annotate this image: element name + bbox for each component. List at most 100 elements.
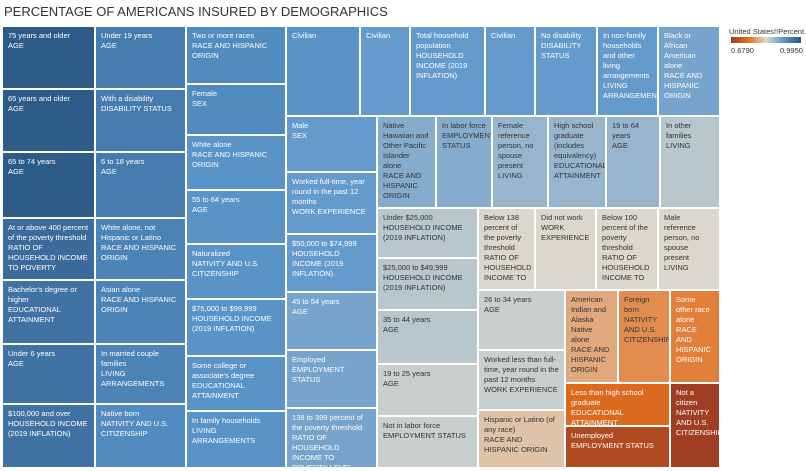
tile-group: HOUSEHOLD INCOME (2019 INFLATION) [292,249,344,278]
legend-gradient [731,37,801,43]
tile[interactable]: 55 to 64 years AGE [186,190,286,244]
tile-group: HOUSEHOLD INCOME (2019 INFLATION) [383,273,463,292]
tile-label: Did not work [541,213,583,222]
tile[interactable]: Male reference person, no spouse present… [658,208,720,290]
tile[interactable]: Unemployed EMPLOYMENT STATUS [565,426,670,468]
tile-label: Foreign born [624,295,650,314]
tile[interactable]: Under $25,000 HOUSEHOLD INCOME (2019 INFL… [377,208,478,258]
tile[interactable]: 19 to 25 years AGE [377,364,478,416]
tile[interactable]: 6 to 18 years AGE [95,152,186,218]
tile-label: Some other race alone [676,295,710,324]
tile[interactable]: High school graduate (includes equivalen… [548,116,606,208]
tile[interactable]: Less than high school graduate EDUCATIONA… [565,383,670,426]
legend-min-label: 0.6790 [731,46,754,55]
legend-max-label: 0.9950 [780,46,803,55]
tile-label: Under 19 years [101,31,153,40]
tile-label: 6 to 18 years [101,157,145,166]
tile[interactable]: Some other race alone RACE AND HISPANIC O… [670,290,720,383]
tile[interactable]: $100,000 and over HOUSEHOLD INCOME (2019 … [2,404,95,468]
tile-group: EMPLOYMENT STATUS [571,441,654,450]
tile-label: Bachelor's degree or higher [8,285,77,304]
tile[interactable]: $50,000 to $74,999 HOUSEHOLD INCOME (2019… [286,234,377,292]
tile[interactable]: Worked less than full-time, year round i… [478,350,565,410]
tile[interactable]: Male SEX [286,116,377,172]
tile-group: EDUCATIONAL ATTAINMENT [192,381,245,400]
tile-label: Under 6 years [8,349,56,358]
tile[interactable]: Bachelor's degree or higher EDUCATIONAL A… [2,280,95,344]
tile-group: AGE [101,41,117,50]
tile[interactable]: Female SEX [186,84,286,135]
tile-group: NATIVITY AND U.S. CITIZENSHIP [676,408,720,437]
tile-group: AGE [484,305,500,314]
tile[interactable]: American Indian and Alaska Native alone R… [565,290,618,383]
tile[interactable]: $25,000 to $49,999 HOUSEHOLD INCOME (2019… [377,258,478,310]
tile[interactable]: Total household population HOUSEHOLD INCO… [410,26,485,116]
tile-group: HOUSEHOLD INCOME (2019 INFLATION) [383,223,463,242]
tile[interactable]: In labor force EMPLOYMENT STATUS [436,116,492,208]
tile[interactable]: Foreign born NATIVITY AND U.S. CITIZENSHI… [618,290,670,383]
tile[interactable]: 65 to 74 years AGE [2,152,95,218]
tile[interactable]: Under 6 years AGE [2,344,95,404]
tile[interactable]: Below 100 percent of the poverty thresho… [596,208,658,290]
tile-group: WORK EXPERIENCE [484,385,558,394]
tile-label: Unemployed [571,431,614,440]
tile[interactable]: White alone RACE AND HISPANIC ORIGIN [186,135,286,190]
tile[interactable]: Not in labor force EMPLOYMENT STATUS [377,416,478,468]
tile[interactable]: Worked full-time, year round in the past… [286,172,377,234]
tile[interactable]: Hispanic or Latino (of any race) RACE AND… [478,410,565,468]
tile-group: RACE AND HISPANIC ORIGIN [676,325,711,364]
tile-group: EDUCATIONAL ATTAINMENT [8,305,61,324]
tile[interactable]: Female reference person, no spouse prese… [492,116,548,208]
tile[interactable]: Did not work WORK EXPERIENCE [535,208,596,290]
tile[interactable]: No disability DISABILITY STATUS [535,26,597,116]
tile-label: With a disability [101,94,154,103]
tile[interactable]: With a disability DISABILITY STATUS [95,89,186,152]
tile[interactable]: Native Hawaiian and Other Pacific Island… [377,116,436,208]
tile[interactable]: In family households LIVING ARRANGEMENTS [186,411,286,468]
tile[interactable]: 26 to 34 years AGE [478,290,565,350]
tile-label: Less than high school graduate [571,388,644,407]
tile[interactable]: Employed EMPLOYMENT STATUS [286,350,377,408]
tile-group: HOUSEHOLD INCOME (2019 INFLATION) [8,419,88,438]
tile-label: Under $25,000 [383,213,433,222]
tile[interactable]: Two or more races RACE AND HISPANIC ORIGI… [186,26,286,84]
tile-label: Native born [101,409,140,418]
tile-group: AGE [101,167,117,176]
tile-group: AGE [8,167,24,176]
tile[interactable]: Civilian [286,26,360,116]
tile[interactable]: 138 to 399 percent of the poverty thresh… [286,408,377,468]
tile[interactable]: In other families LIVING [660,116,720,208]
tile-group: RACE AND HISPANIC ORIGIN [192,41,268,60]
tile-label: Naturalized [192,249,230,258]
tile-label: Female [192,89,218,98]
tile-label: Female reference person, no spouse prese… [498,121,534,170]
tile-group: AGE [192,205,208,214]
tile-group: RATIO OF HOUSEHOLD INCOME TO [484,253,532,282]
tile[interactable]: Civilian [485,26,535,116]
tile[interactable]: Not a citizen NATIVITY AND U.S. CITIZENSH… [670,383,720,468]
tile[interactable]: Naturalized NATIVITY AND U.S. CITIZENSHIP [186,244,286,299]
tile-group: WORK EXPERIENCE [292,207,366,216]
tile[interactable]: 75 years and older AGE [2,26,95,89]
tile[interactable]: At or above 400 percent of the poverty t… [2,218,95,280]
tile[interactable]: 35 to 44 years AGE [377,310,478,364]
tile[interactable]: Black or African American alone RACE AND … [658,26,720,116]
tile[interactable]: Civilian [360,26,410,116]
tile[interactable]: 65 years and older AGE [2,89,95,152]
chart-title: PERCENTAGE OF AMERICANS INSURED BY DEMOG… [4,4,388,19]
tile[interactable]: Asian alone RACE AND HISPANIC ORIGIN [95,280,186,344]
tile[interactable]: In married couple families LIVING ARRANGE… [95,344,186,404]
tile[interactable]: 19 to 64 years AGE [606,116,660,208]
tile[interactable]: 45 to 54 years AGE [286,292,377,350]
tile[interactable]: Under 19 years AGE [95,26,186,89]
tile-group: RACE AND HISPANIC ORIGIN [571,345,610,374]
tile[interactable]: White alone, not Hispanic or Latino RACE … [95,218,186,280]
tile-group: EMPLOYMENT STATUS [292,365,345,384]
tile[interactable]: Some college or associate's degree EDUCAT… [186,356,286,411]
tile-label: Civilian [292,31,317,40]
tile[interactable]: Native born NATIVITY AND U.S. CITIZENSHIP [95,404,186,468]
tile[interactable]: $75,000 to $99,999 HOUSEHOLD INCOME (2019… [186,299,286,356]
tile-group: EDUCATIONAL ATTAINMENT [571,408,624,426]
tile[interactable]: Below 138 percent of the poverty thresho… [478,208,535,290]
tile[interactable]: In non-family households and other livin… [597,26,658,116]
